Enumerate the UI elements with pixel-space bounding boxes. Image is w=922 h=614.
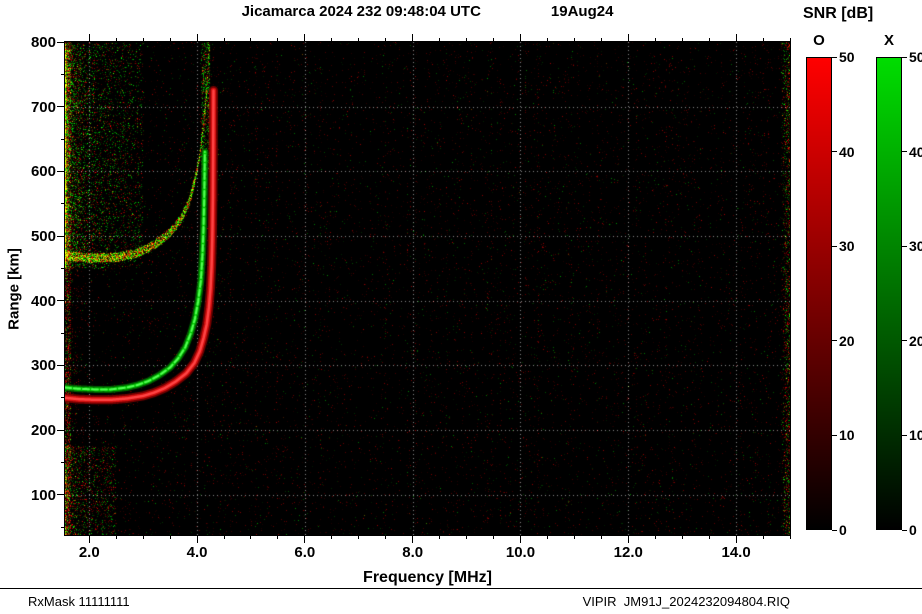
colorbar-x-label: X	[883, 32, 894, 49]
colorbar-tick	[832, 434, 837, 436]
x-major-tick	[304, 535, 306, 543]
y-tick-label: 800	[30, 34, 56, 51]
colorbar-tick	[902, 56, 907, 58]
y-tick-label: 300	[30, 357, 56, 375]
y-tick-label: 600	[30, 163, 56, 181]
ionogram-plot	[65, 42, 790, 535]
plot-title: Jicamarca 2024 232 09:48:04 UTC 19Aug24	[65, 3, 790, 20]
colorbar-tick-label: 30	[839, 238, 855, 255]
colorbar-tick	[902, 434, 907, 436]
colorbar-tick	[832, 529, 837, 531]
colorbar-tick-label: 20	[909, 332, 922, 349]
colorbar-title: SNR [dB]	[803, 5, 874, 22]
title-date: 19Aug24	[550, 3, 614, 20]
x-major-tick	[88, 535, 90, 543]
colorbar-tick	[902, 245, 907, 247]
y-axis-label: Range [km]	[5, 248, 23, 330]
colorbar-tick	[832, 56, 837, 58]
colorbar-o-gradient	[806, 57, 832, 530]
colorbar-tick	[832, 340, 837, 342]
footer-divider	[0, 588, 922, 589]
colorbar-tick-label: 50	[909, 49, 922, 65]
colorbar-tick	[902, 340, 907, 342]
colorbar-x-gradient	[876, 57, 902, 530]
y-tick-label: 100	[30, 486, 56, 504]
colorbar-tick	[902, 151, 907, 153]
x-major-tick	[519, 535, 521, 543]
colorbar-tick-label: 40	[909, 143, 922, 160]
colorbar-tick-label: 20	[839, 332, 855, 349]
x-tick-label: 6.0	[294, 544, 316, 561]
colorbar-tick-label: 40	[839, 143, 855, 160]
colorbar-tick-label: 0	[909, 522, 917, 538]
rx-mask-text: RxMask 11111111	[28, 594, 130, 609]
colorbar-tick-label: 10	[839, 427, 855, 444]
x-tick-label: 14.0	[721, 544, 751, 561]
y-tick-label: 500	[30, 228, 56, 246]
plot-frame	[64, 41, 791, 536]
colorbar-tick-label: 30	[909, 238, 922, 255]
x-tick-label: 12.0	[613, 544, 643, 561]
colorbar-tick	[832, 245, 837, 247]
x-major-tick	[196, 535, 198, 543]
y-tick-label: 400	[30, 292, 56, 310]
x-tick-label: 4.0	[186, 544, 208, 561]
colorbar-tick	[832, 151, 837, 153]
x-tick-label: 8.0	[402, 544, 424, 561]
x-major-tick	[735, 535, 737, 543]
colorbar-o-label: O	[813, 32, 825, 49]
x-major-tick	[627, 535, 629, 543]
colorbar-tick-label: 0	[839, 522, 847, 538]
title-main: Jicamarca 2024 232 09:48:04 UTC	[241, 3, 481, 20]
colorbar-tick-label: 50	[839, 49, 855, 65]
x-tick-label: 10.0	[505, 544, 536, 561]
x-axis-label: Frequency [MHz]	[363, 569, 492, 586]
x-tick-label: 2.0	[78, 544, 100, 561]
data-file-text: VIPIR JM91J_2024232094804.RIQ	[582, 594, 790, 609]
y-tick-label: 200	[30, 422, 56, 440]
colorbar-tick	[902, 529, 907, 531]
x-major-tick	[412, 535, 414, 543]
colorbar-tick-label: 10	[909, 427, 922, 444]
y-tick-label: 700	[30, 98, 56, 116]
